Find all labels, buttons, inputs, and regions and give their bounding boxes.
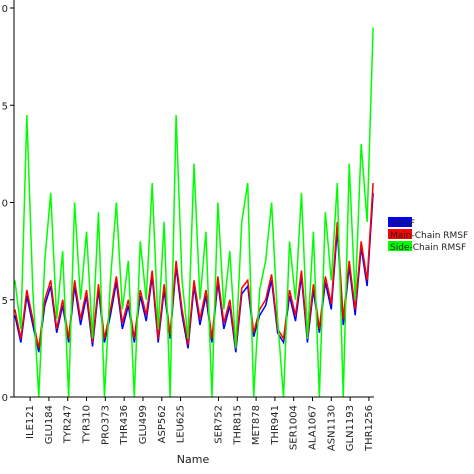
x-tick-label: ASP562	[157, 405, 168, 443]
x-tick-label: PRO373	[100, 405, 111, 445]
y-tick-label: 0	[2, 199, 8, 210]
x-tick-label: THR1256	[364, 405, 375, 452]
x-tick-label: THR436	[119, 405, 130, 446]
legend-label: RMSF	[390, 219, 415, 229]
x-tick-label: GLN1193	[345, 405, 356, 451]
legend-swatch	[388, 217, 412, 227]
x-tick-label: SER752	[213, 405, 224, 444]
legend-swatch	[388, 241, 412, 251]
x-tick-label: THR941	[270, 405, 281, 446]
x-tick-label: MET878	[251, 405, 262, 445]
x-axis-title: Name	[177, 453, 210, 466]
x-tick-label: LEU625	[176, 405, 187, 443]
y-tick-label: 0	[2, 4, 8, 15]
series-line	[14, 183, 374, 349]
legend-label: Main-Chain RMSF	[390, 231, 468, 241]
y-tick-label: 5	[2, 296, 8, 307]
x-tick-label: TYR310	[82, 405, 93, 444]
x-tick-label: ASN1130	[326, 405, 337, 451]
y-tick-label: 0	[2, 393, 8, 404]
x-tick-label: GLU184	[44, 405, 55, 444]
x-tick-label: ILE121	[25, 405, 36, 439]
legend-swatch	[388, 229, 412, 239]
legend-label: Side-Chain RMSF	[390, 243, 466, 253]
x-tick-label: ALA1067	[308, 405, 319, 450]
x-tick-label: TYR247	[63, 405, 74, 444]
x-tick-label: GLU499	[138, 405, 149, 444]
series-line	[14, 27, 374, 398]
x-tick-label: THR815	[232, 405, 243, 446]
y-tick-label: 5	[2, 101, 8, 112]
x-tick-label: SER1004	[289, 405, 300, 450]
